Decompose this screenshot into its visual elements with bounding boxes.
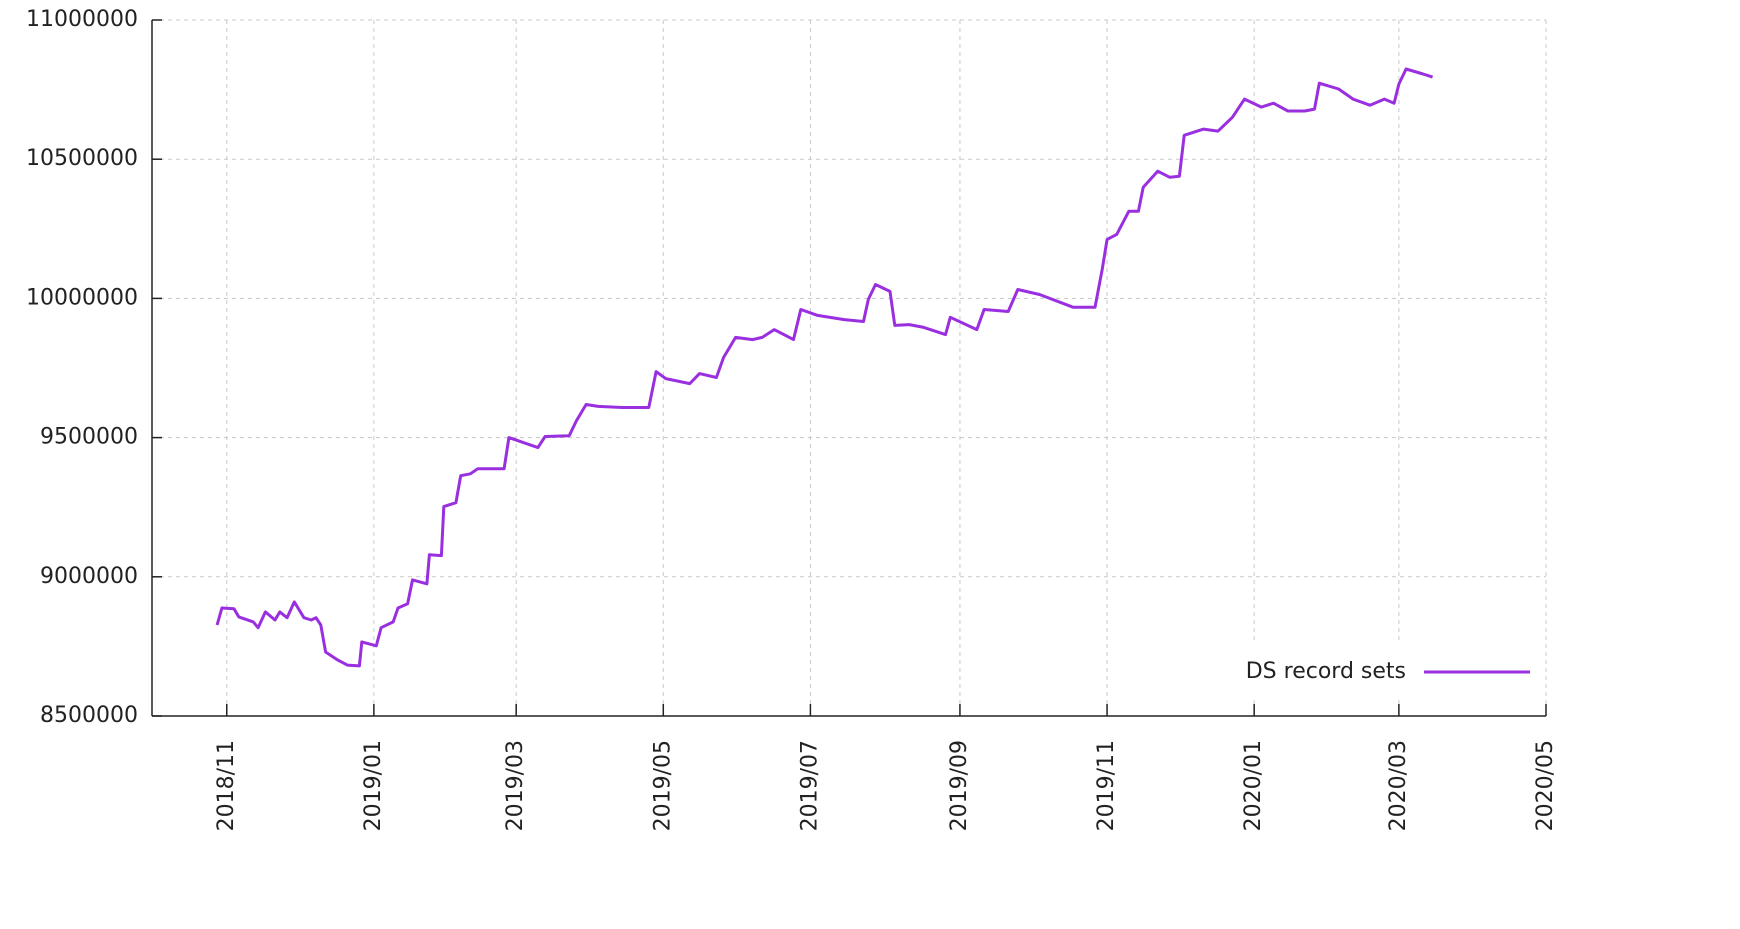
x-tick-label: 2020/01 xyxy=(1241,740,1266,831)
legend-box xyxy=(1156,642,1536,696)
x-tick-label: 2019/03 xyxy=(503,740,528,831)
x-tick-label: 2019/05 xyxy=(650,740,675,831)
x-tick-label: 2018/11 xyxy=(214,740,239,831)
legend-label: DS record sets xyxy=(1246,659,1406,684)
x-tick-label: 2020/03 xyxy=(1386,740,1411,831)
y-tick-label: 8500000 xyxy=(40,703,138,728)
x-tick-label: 2019/01 xyxy=(361,740,386,831)
y-tick-label: 10500000 xyxy=(26,146,138,171)
x-tick-label: 2019/11 xyxy=(1094,740,1119,831)
y-tick-label: 9000000 xyxy=(40,564,138,589)
y-tick-label: 9500000 xyxy=(40,425,138,450)
x-tick-label: 2019/09 xyxy=(947,740,972,831)
y-tick-label: 11000000 xyxy=(26,7,138,32)
y-tick-label: 10000000 xyxy=(26,285,138,310)
x-tick-label: 2019/07 xyxy=(797,740,822,831)
data-line xyxy=(215,67,1434,668)
x-tick-label: 2020/05 xyxy=(1533,740,1558,831)
